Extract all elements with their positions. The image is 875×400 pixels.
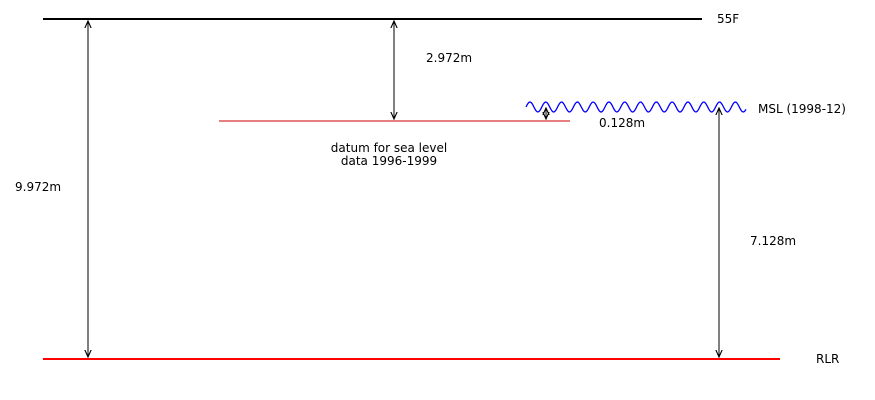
level-55f-label: 55F: [717, 12, 739, 26]
msl-wave-line: [525, 101, 747, 113]
rlr-label: RLR: [816, 352, 839, 366]
datum-label-line2: data 1996-1999: [341, 154, 437, 168]
msl-label: MSL (1998-12): [758, 102, 846, 116]
measure-datum-to-msl: 0.128m: [599, 116, 645, 130]
measure-55f-to-datum: 2.972m: [426, 51, 472, 65]
measure-55f-to-rlr: 9.972m: [15, 180, 61, 194]
measure-msl-to-rlr: 7.128m: [750, 234, 796, 248]
datum-label-line1: datum for sea level: [331, 141, 447, 155]
